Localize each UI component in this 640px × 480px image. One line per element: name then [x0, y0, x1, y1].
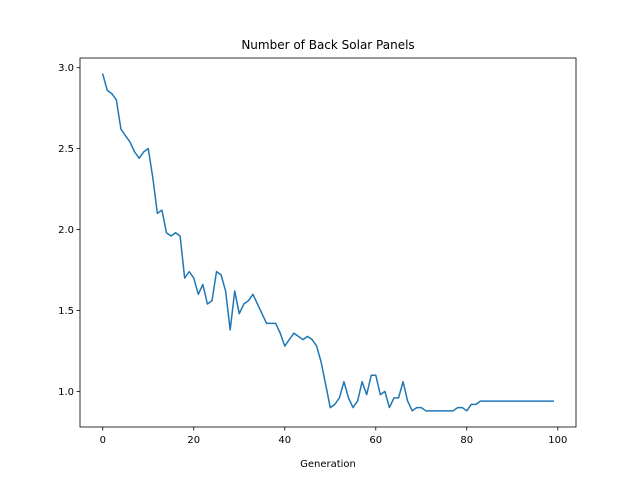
- x-axis-label: Generation: [300, 459, 356, 470]
- series-line: [101, 73, 554, 412]
- x-tick-label: 80: [460, 435, 473, 446]
- x-tick-label: 20: [187, 435, 200, 446]
- plot-frame: [79, 57, 577, 428]
- y-tick-label: 2.5: [58, 144, 74, 155]
- y-tick-label: 1.0: [58, 387, 74, 398]
- x-tick-label: 60: [369, 435, 382, 446]
- y-tick-label: 3.0: [58, 63, 74, 74]
- y-tick-label: 2.0: [58, 225, 74, 236]
- y-tick-label: 1.5: [58, 306, 74, 317]
- x-tick-label: 100: [548, 435, 567, 446]
- chart-title: Number of Back Solar Panels: [241, 38, 414, 52]
- x-tick-label: 40: [278, 435, 291, 446]
- axis-ticks: 0 20 40 60 80 100 1.0 1.5 2.0 2.5 3.0: [58, 63, 567, 446]
- series-layer: [101, 73, 554, 412]
- x-tick-label: 0: [100, 435, 106, 446]
